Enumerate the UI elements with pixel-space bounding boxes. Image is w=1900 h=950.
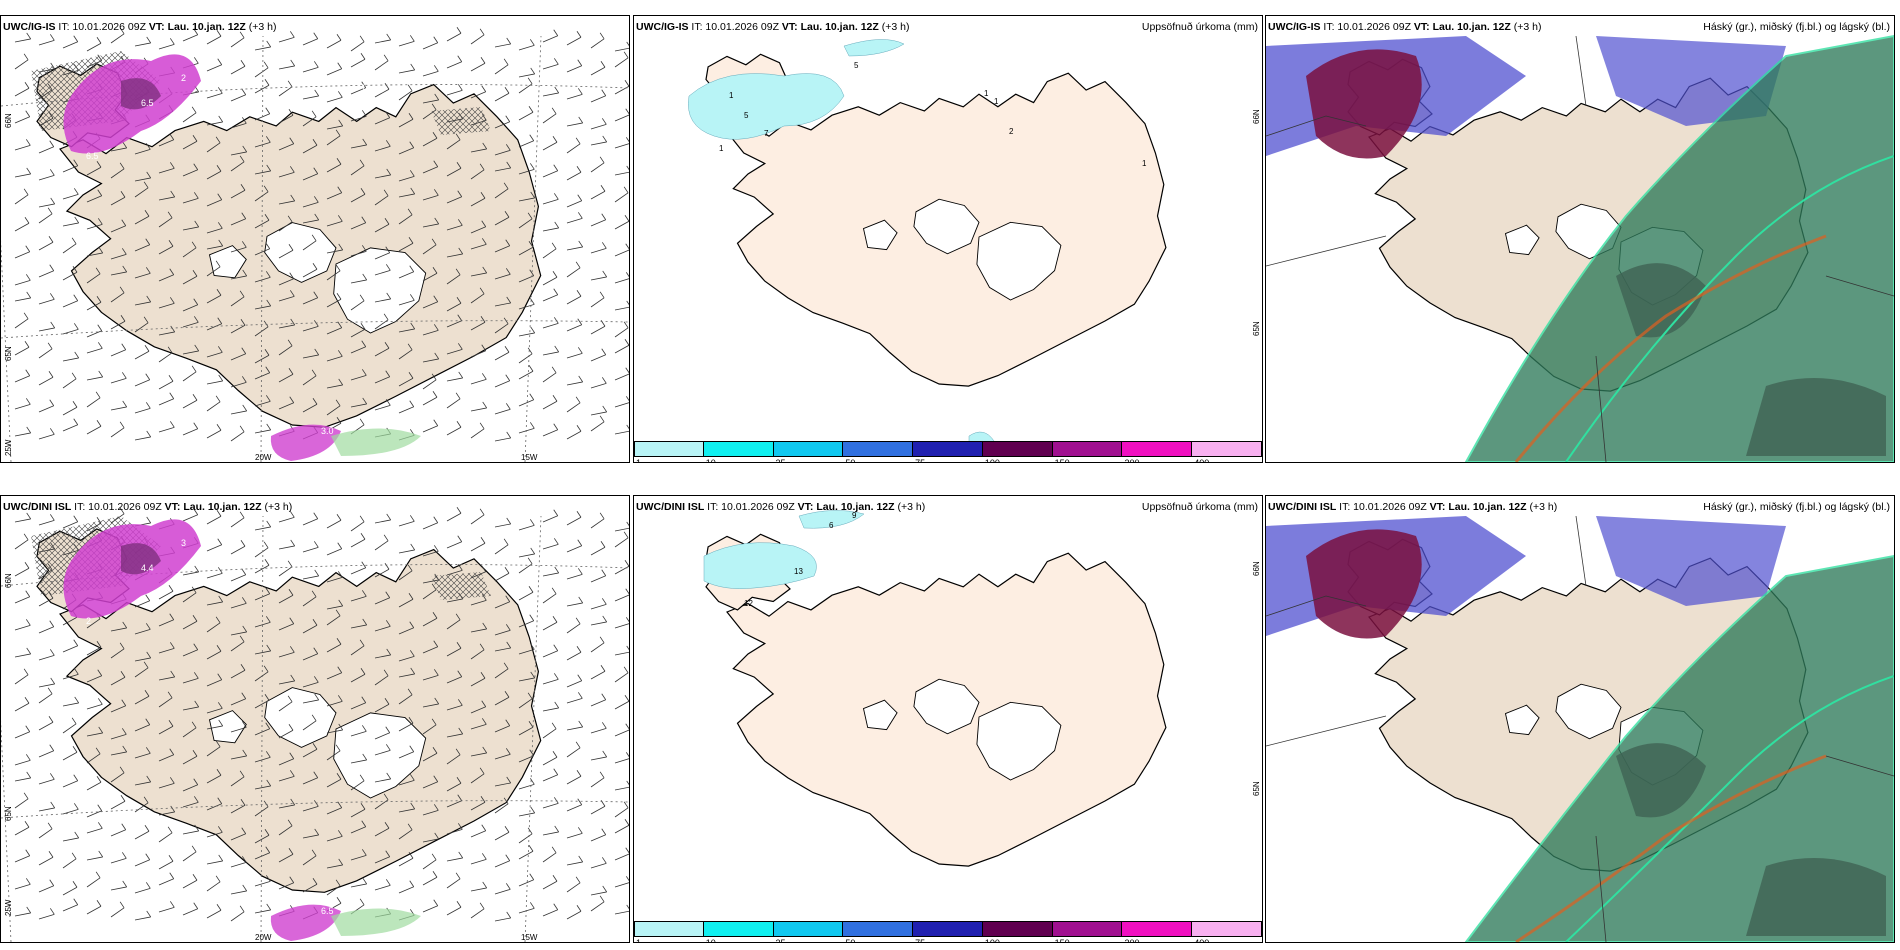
colorbar-tick-label: 10 [705, 458, 716, 463]
colorbar-swatch [1122, 441, 1193, 457]
lat-label-65n: 65N [4, 346, 13, 361]
panel-title: UWC/IG-IS IT: 10.01.2026 09Z VT: Lau. 10… [1268, 21, 1542, 33]
precip-colorbar: 1 10 25 50 75 100 150 200 400 [634, 921, 1262, 943]
colorbar-swatch [703, 921, 774, 937]
precip-value-label: 1 [984, 89, 989, 98]
colorbar-swatch [843, 441, 914, 457]
lat-label-66n: 66N [1252, 561, 1261, 576]
wind-contour-label: 6.5 [141, 98, 154, 108]
wind-contour-label: 1 [361, 83, 366, 93]
colorbar-tick-label: 75 [915, 938, 926, 943]
colorbar-swatch [913, 441, 983, 457]
panel-title: UWC/DINI ISL IT: 10.01.2026 09Z VT: Lau.… [3, 501, 293, 513]
wind-contour-label: 3 [181, 538, 186, 548]
colorbar-swatch [773, 441, 844, 457]
wind-contour-label: 6.5 [321, 906, 334, 916]
precip-value-label: 7 [764, 129, 769, 138]
precip-value-label: 6 [829, 521, 834, 530]
panel-cloud-ig-is: UWC/IG-IS IT: 10.01.2026 09Z VT: Lau. 10… [1265, 15, 1895, 463]
precip-value-label: 2 [1009, 127, 1014, 136]
precip-value-label: 1 [719, 144, 724, 153]
panel-right-title: Uppsöfnuð úrkoma (mm) [1141, 21, 1258, 33]
lon-label-15w: 15W [521, 933, 538, 942]
colorbar-tick-label: 1 [636, 458, 642, 463]
panel-title: UWC/DINI ISL IT: 10.01.2026 09Z VT: Lau.… [1268, 501, 1558, 513]
colorbar-tick-label: 75 [915, 458, 926, 463]
colorbar-swatch [1122, 921, 1193, 937]
colorbar-swatch [1052, 921, 1123, 937]
colorbar-swatch [913, 921, 983, 937]
lat-label-65n: 65N [1252, 321, 1261, 336]
cloud-map [1266, 16, 1894, 462]
lon-label-25w: 25W [4, 899, 13, 916]
lat-label-66n: 66N [4, 113, 13, 128]
colorbar-swatch [634, 921, 704, 937]
cloud-map [1266, 496, 1894, 942]
colorbar-tick-label: 10 [705, 938, 716, 943]
wind-contour-label: 4.8 [206, 45, 219, 55]
colorbar-tick-label: 25 [775, 938, 786, 943]
wind-contour-label: 4.8 [206, 510, 219, 520]
wind-map: 4.8 3 4.4 2 6.5 [1, 496, 629, 942]
colorbar-tick-label: 400 [1194, 458, 1210, 463]
colorbar-tick-label: 150 [1054, 458, 1070, 463]
colorbar-tick-label: 50 [845, 938, 856, 943]
panel-title: UWC/IG-IS IT: 10.01.2026 09Z VT: Lau. 10… [3, 21, 277, 33]
wind-contour-label: 4.4 [141, 563, 154, 573]
precip-map: 6 9 12 13 [634, 496, 1262, 942]
colorbar-tick-label: 200 [1124, 458, 1140, 463]
colorbar-swatch [703, 441, 774, 457]
colorbar-tick-label: 200 [1124, 938, 1140, 943]
panel-right-title: Háský (gr.), miðský (fj.bl.) og lágský (… [1703, 501, 1890, 513]
lat-label-65n: 65N [1252, 781, 1261, 796]
panel-wind-ig-is: 4.8 2 6.5 6.5 3.0 1 UWC/IG-IS IT: 10.01.2026 … [0, 15, 630, 463]
colorbar-tick-label: 100 [984, 458, 1000, 463]
lon-label-20w: 20W [255, 933, 272, 942]
colorbar-tick-label: 1 [636, 938, 642, 943]
panel-title: UWC/IG-IS IT: 10.01.2026 09Z VT: Lau. 10… [636, 21, 910, 33]
lat-label-66n: 66N [4, 573, 13, 588]
wind-contour-label: 2 [181, 73, 186, 83]
colorbar-tick-label: 400 [1194, 938, 1210, 943]
colorbar-frame [634, 441, 1262, 457]
wind-contour-label: 2 [86, 616, 91, 626]
panel-title: UWC/DINI ISL IT: 10.01.2026 09Z VT: Lau.… [636, 501, 926, 513]
precip-colorbar: 1 10 25 50 75 100 150 200 400 [634, 441, 1262, 463]
wind-map: 4.8 2 6.5 6.5 3.0 1 [1, 16, 629, 462]
panel-right-title: Uppsöfnuð úrkoma (mm) [1141, 501, 1258, 513]
colorbar-swatch [982, 441, 1053, 457]
precip-value-label: 1 [729, 91, 734, 100]
panel-precip-dini: 6 9 12 13 UWC/DINI ISL IT: 10.01.2026 09Z V… [633, 495, 1263, 943]
colorbar-frame [634, 921, 1262, 937]
colorbar-swatch [1052, 441, 1123, 457]
lon-label-25w: 25W [4, 439, 13, 456]
lat-label-66n: 66N [1252, 109, 1261, 124]
colorbar-tick-label: 150 [1054, 938, 1070, 943]
lat-label-65n: 65N [4, 806, 13, 821]
colorbar-tick-label: 100 [984, 938, 1000, 943]
panel-cloud-dini: UWC/DINI ISL IT: 10.01.2026 09Z VT: Lau.… [1265, 495, 1895, 943]
lon-label-15w: 15W [521, 453, 538, 462]
precip-value-label: 13 [794, 567, 803, 576]
precip-value-label: 1 [994, 97, 999, 106]
lon-label-20w: 20W [255, 453, 272, 462]
colorbar-swatch [634, 441, 704, 457]
colorbar-swatch [773, 921, 844, 937]
precip-value-label: 1 [1142, 159, 1147, 168]
colorbar-swatch [982, 921, 1053, 937]
wind-contour-label: 6.5 [86, 151, 99, 161]
precip-value-label: 5 [854, 61, 859, 70]
colorbar-tick-label: 50 [845, 458, 856, 463]
precip-value-label: 12 [744, 599, 753, 608]
colorbar-swatch [843, 921, 914, 937]
panel-right-title: Háský (gr.), miðský (fj.bl.) og lágský (… [1703, 21, 1890, 33]
wind-contour-label: 3.0 [321, 426, 334, 436]
precip-value-label: 5 [744, 111, 749, 120]
precip-value-label: 9 [852, 511, 857, 520]
colorbar-tick-label: 25 [775, 458, 786, 463]
panel-wind-dini: 4.8 3 4.4 2 6.5 UWC/DINI ISL IT: 10.01.2026 … [0, 495, 630, 943]
